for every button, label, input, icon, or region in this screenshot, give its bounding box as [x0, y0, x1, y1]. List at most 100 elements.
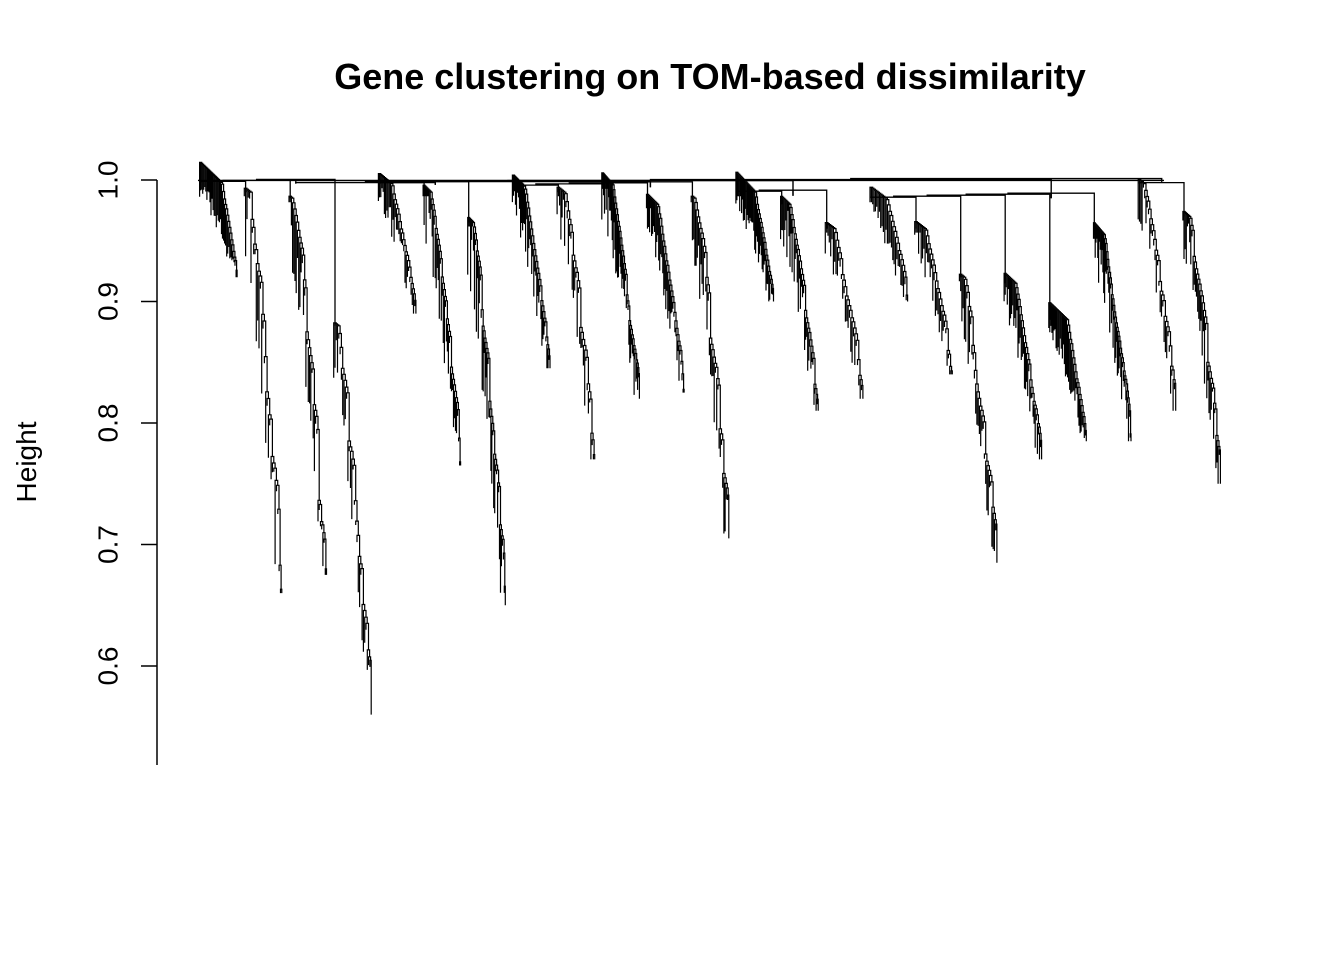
dendrogram-branch — [480, 309, 484, 327]
dendrogram-branch — [502, 552, 506, 587]
dendrogram-branch — [855, 339, 860, 360]
y-axis-label: Height — [11, 421, 42, 502]
dendrogram-branch — [234, 260, 238, 271]
dendrogram-branch — [365, 622, 370, 650]
dendrogram-branch — [1162, 300, 1166, 317]
dendrogram-branch — [843, 286, 848, 296]
dendrogram-branch — [459, 461, 462, 466]
dendrogram-branch — [323, 538, 327, 569]
dendrogram-branch — [496, 469, 500, 483]
dendrogram-branch — [950, 370, 953, 375]
dendrogram-branch — [339, 346, 344, 369]
dendrogram-branch — [626, 300, 630, 306]
dendrogram-branch — [717, 384, 721, 429]
dendrogram-branch — [1110, 283, 1113, 295]
dendrogram-branch — [1142, 183, 1147, 191]
dendrogram-branch — [672, 301, 676, 313]
dendrogram-branch — [589, 398, 593, 434]
dendrogram-branch — [448, 335, 453, 368]
dendrogram-branch — [970, 316, 974, 346]
dendrogram-branch — [1147, 208, 1152, 219]
dendrogram-branch — [269, 418, 273, 457]
dendrogram-branch — [1121, 362, 1125, 371]
y-tick-label: 0.7 — [93, 525, 124, 564]
dendrogram-branch — [304, 287, 308, 332]
dendrogram-branch — [498, 485, 502, 525]
dendrogram-branch — [933, 272, 938, 281]
dendrogram-branch — [840, 274, 845, 281]
dendrogram-branch — [973, 369, 978, 384]
dendrogram-branch — [947, 353, 952, 367]
dendrogram-branch — [585, 356, 589, 384]
dendrogram-branch — [1168, 345, 1173, 367]
dendrogram-branch — [943, 320, 948, 329]
dendrogram-branch — [235, 269, 238, 278]
dendrogram-branch — [222, 179, 291, 199]
dendrogram-branch — [1028, 363, 1032, 380]
dendrogram-branch — [577, 287, 582, 328]
dendrogram-branch — [570, 231, 574, 256]
dendrogram-branch — [275, 484, 280, 510]
dendrogram-branch — [673, 311, 677, 321]
dendrogram-branch — [704, 251, 708, 278]
dendrogram-branch — [965, 193, 1051, 320]
dendrogram-branch — [1146, 200, 1151, 210]
dendrogram-branch — [409, 276, 413, 284]
dendrogram-branch — [433, 215, 437, 229]
dendrogram-branch — [311, 368, 315, 405]
dendrogram-branch — [707, 292, 712, 339]
dendrogram-branch — [301, 254, 306, 280]
dendrogram-branch — [680, 360, 684, 374]
dendrogram-branch — [263, 356, 268, 392]
dendrogram-branch — [679, 349, 683, 362]
dendrogram-branch — [623, 268, 627, 297]
dendrogram-branch — [1191, 229, 1195, 257]
dendrogram-branch — [758, 189, 828, 229]
dendrogram-branch — [792, 226, 796, 234]
dendrogram-branch — [487, 357, 491, 402]
dendrogram-branch — [1158, 280, 1163, 292]
dendrogram-branch — [945, 328, 949, 351]
dendrogram-branch — [1040, 439, 1043, 460]
dendrogram-branch — [714, 366, 719, 379]
dendrogram-branch — [812, 357, 816, 385]
dendrogram-branch — [277, 508, 281, 566]
dendrogram-branch — [321, 524, 325, 533]
dendrogram-branch — [353, 500, 358, 522]
dendrogram-branch — [545, 336, 549, 345]
dendrogram-branch — [266, 397, 271, 415]
dendrogram-branch — [369, 659, 372, 715]
dendrogram-branch — [414, 299, 417, 314]
dendrogram-branch — [274, 479, 279, 565]
dendrogram-branch — [355, 520, 359, 536]
dendrogram-branch — [318, 503, 323, 522]
dendrogram-branch — [637, 367, 640, 390]
dendrogram-branch — [681, 373, 685, 390]
dendrogram-branch — [322, 532, 326, 567]
dendrogram-branch — [904, 276, 908, 296]
dendrogram-branch — [627, 305, 631, 321]
dendrogram-branch — [1084, 429, 1087, 442]
y-tick-label: 0.6 — [93, 647, 124, 686]
y-axis: 0.6 0.7 0.8 0.9 1.0 — [93, 161, 158, 765]
dendrogram-branch — [966, 291, 970, 307]
dendrogram-branch — [249, 191, 253, 220]
dendrogram-branch — [591, 439, 595, 455]
dendrogram-branch — [771, 287, 775, 302]
dendrogram-branch — [254, 249, 259, 264]
dendrogram-branch — [1031, 392, 1035, 402]
dendrogram-branch — [425, 187, 429, 244]
dendrogram-branch — [637, 373, 640, 399]
y-tick-label: 0.8 — [93, 404, 124, 443]
dendrogram-branch — [634, 352, 638, 360]
dendrogram-branch — [439, 258, 443, 277]
dendrogram-branch — [1128, 410, 1132, 434]
dendrogram-branch — [575, 271, 579, 281]
dendrogram-branch — [317, 499, 321, 522]
dendrogram-branch — [803, 284, 807, 311]
dendrogram-branch — [682, 388, 685, 393]
dendrogram-branch — [356, 534, 361, 557]
dendrogram-branch — [565, 201, 569, 211]
dendrogram-branch — [816, 398, 819, 411]
